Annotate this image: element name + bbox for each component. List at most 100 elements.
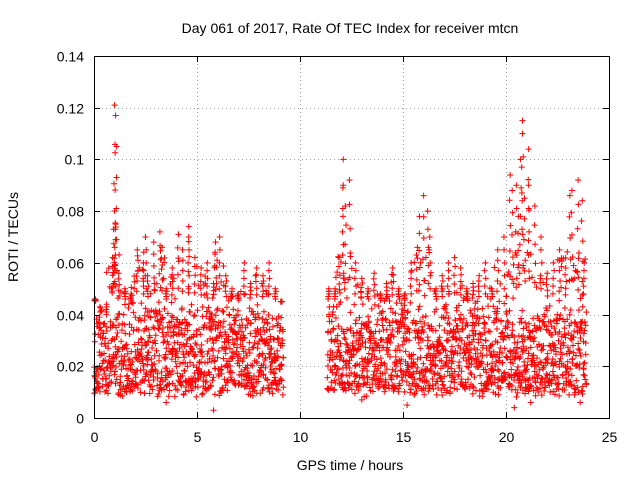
data-point — [529, 274, 536, 281]
data-point — [168, 291, 175, 298]
data-point — [390, 271, 397, 278]
data-point — [467, 310, 474, 317]
data-point — [457, 291, 464, 298]
data-point — [332, 379, 339, 386]
data-point — [509, 360, 516, 367]
data-point — [252, 278, 259, 285]
data-point — [210, 407, 217, 414]
data-point — [510, 261, 517, 268]
data-point — [196, 365, 203, 372]
data-point — [537, 246, 544, 253]
data-point — [483, 385, 490, 392]
data-point — [111, 180, 118, 187]
data-point — [411, 361, 418, 368]
data-point — [197, 331, 204, 338]
data-point — [370, 371, 377, 378]
data-point — [96, 388, 103, 395]
data-point — [552, 359, 559, 366]
data-point — [553, 316, 560, 323]
data-point — [256, 367, 263, 374]
data-point — [492, 391, 499, 398]
data-point — [571, 275, 578, 282]
data-point — [198, 291, 205, 298]
data-point — [501, 285, 508, 292]
data-point — [347, 309, 354, 316]
data-point — [401, 302, 408, 309]
data-point — [494, 376, 501, 383]
data-point — [556, 297, 563, 304]
data-point — [531, 222, 538, 229]
x-tick-label: 20 — [499, 429, 515, 445]
data-point — [359, 340, 366, 347]
data-point — [179, 288, 186, 295]
data-point — [336, 281, 343, 288]
data-point — [180, 391, 187, 398]
data-point — [344, 341, 351, 348]
data-point — [514, 363, 521, 370]
data-point — [235, 351, 242, 358]
data-point — [566, 391, 573, 398]
data-point — [422, 313, 429, 320]
data-point — [562, 291, 569, 298]
data-point — [142, 305, 149, 312]
data-point — [395, 293, 402, 300]
data-point — [413, 266, 420, 273]
data-point — [231, 340, 238, 347]
data-point — [558, 263, 565, 270]
data-point — [358, 396, 365, 403]
data-point — [452, 263, 459, 270]
data-point — [133, 355, 140, 362]
data-point — [185, 268, 192, 275]
data-point — [114, 348, 121, 355]
data-point — [335, 323, 342, 330]
data-point — [174, 339, 181, 346]
data-point — [570, 262, 577, 269]
data-point — [333, 353, 340, 360]
data-point — [578, 387, 585, 394]
data-point — [176, 345, 183, 352]
data-point — [523, 368, 530, 375]
data-point — [326, 290, 333, 297]
data-point — [364, 373, 371, 380]
data-point — [392, 310, 399, 317]
data-point — [537, 272, 544, 279]
data-point — [411, 391, 418, 398]
data-point — [182, 384, 189, 391]
data-point — [565, 371, 572, 378]
data-point — [185, 234, 192, 240]
data-point — [339, 252, 346, 259]
data-point — [567, 256, 574, 263]
data-point — [175, 231, 182, 238]
data-point — [505, 380, 512, 387]
data-point — [514, 344, 521, 351]
data-point — [511, 356, 518, 363]
data-point — [561, 305, 568, 312]
data-point — [556, 392, 563, 399]
data-point — [507, 171, 514, 178]
data-point — [129, 300, 136, 307]
data-point — [526, 228, 533, 235]
data-point — [260, 324, 267, 331]
data-point — [575, 340, 582, 347]
data-point — [515, 213, 522, 220]
data-point — [513, 182, 520, 189]
data-point — [474, 298, 481, 305]
data-point — [531, 202, 538, 209]
data-point — [386, 385, 393, 392]
data-point — [522, 377, 529, 384]
data-point — [101, 350, 108, 357]
data-point — [204, 275, 211, 282]
data-point — [110, 354, 117, 361]
data-point — [259, 283, 266, 290]
data-point — [418, 367, 425, 374]
data-point — [182, 388, 189, 395]
data-point — [583, 381, 590, 388]
data-point — [433, 306, 440, 313]
data-point — [501, 246, 508, 253]
data-point — [111, 255, 118, 262]
data-point — [370, 335, 377, 342]
data-point — [371, 301, 378, 308]
data-point — [444, 352, 451, 359]
data-point — [131, 285, 138, 292]
data-point — [390, 333, 397, 340]
